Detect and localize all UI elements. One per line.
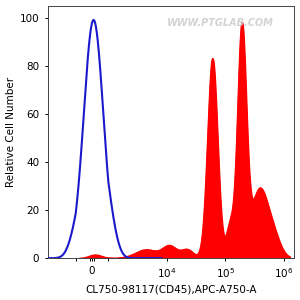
X-axis label: CL750-98117(CD45),APC-A750-A: CL750-98117(CD45),APC-A750-A	[85, 284, 257, 294]
Y-axis label: Relative Cell Number: Relative Cell Number	[6, 77, 16, 187]
Text: WWW.PTGLAB.COM: WWW.PTGLAB.COM	[167, 18, 274, 28]
